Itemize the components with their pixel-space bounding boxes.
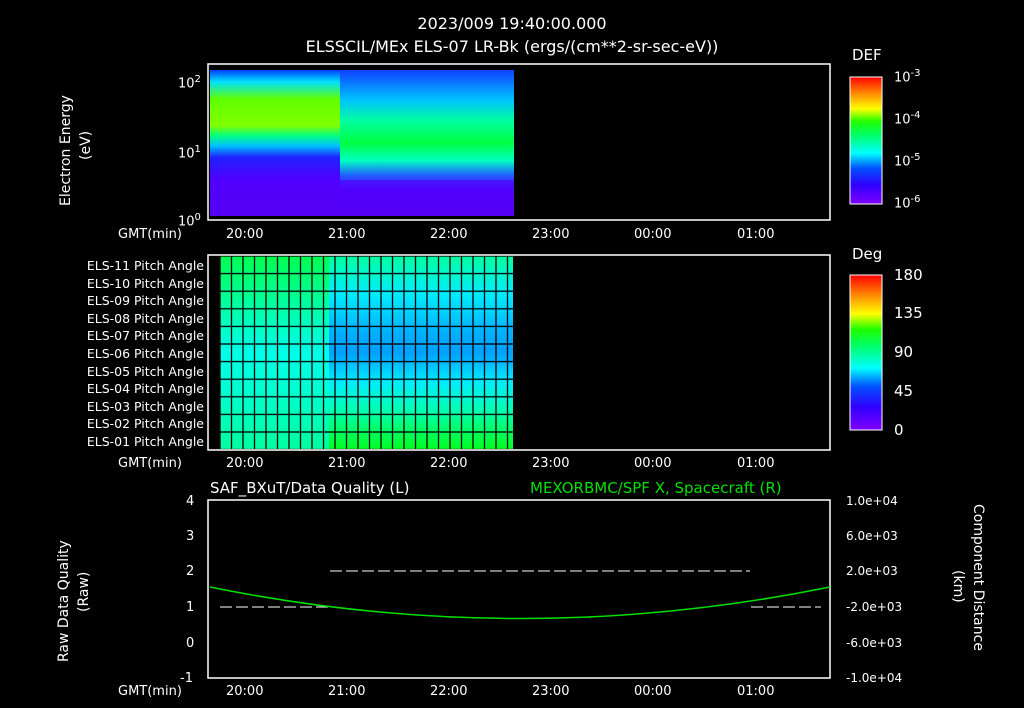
deg-colorbar-title: Deg [852, 245, 883, 263]
time-tick: 00:00 [634, 227, 672, 242]
time-tick: 01:00 [737, 227, 775, 242]
quality-ylabel: Raw Data Quality [56, 540, 72, 662]
row-label: ELS-01 Pitch Angle [86, 433, 204, 449]
pitch-angle-panel [207, 254, 831, 451]
right-ytick: 6.0e+03 [846, 529, 898, 543]
right-ytick: 2.0e+03 [846, 564, 898, 578]
plot-timestamp: 2023/009 19:40:00.000 [417, 14, 607, 33]
row-label: ELS-09 Pitch Angle [86, 293, 204, 309]
time-tick: 23:00 [532, 227, 570, 242]
time-tick: 23:00 [532, 456, 570, 471]
distance-ylabel-unit: (km) [950, 570, 966, 603]
deg-tick: 90 [894, 343, 914, 361]
time-tick: 23:00 [532, 684, 570, 699]
time-tick: 22:00 [430, 684, 468, 699]
right-series-title: MEXORBMC/SPF X, Spacecraft (R) [530, 479, 782, 497]
time-tick: 20:00 [226, 227, 264, 242]
left-ytick: -1 [180, 671, 193, 686]
energy-ylabel-unit: (eV) [78, 130, 94, 160]
row-label: ELS-08 Pitch Angle [86, 310, 204, 326]
time-tick: 20:00 [226, 456, 264, 471]
time-tick: 00:00 [634, 456, 672, 471]
def-tick: 10-5 [894, 152, 921, 170]
time-axis-label: GMT(min) [118, 456, 182, 471]
time-tick: 00:00 [634, 684, 672, 699]
time-tick: 22:00 [430, 456, 468, 471]
time-axis-label: GMT(min) [118, 684, 182, 699]
deg-tick: 135 [894, 304, 923, 322]
ytick-10: 101 [178, 144, 201, 162]
plot-subtitle: ELSSCIL/MEx ELS-07 LR-Bk (ergs/(cm**2-sr… [305, 37, 719, 56]
right-ytick: -2.0e+03 [846, 600, 903, 614]
def-tick: 10-6 [894, 194, 921, 212]
row-label: ELS-10 Pitch Angle [86, 275, 204, 291]
def-tick: 10-4 [894, 110, 921, 128]
row-label: ELS-11 Pitch Angle [86, 258, 204, 273]
right-ytick: -1.0e+04 [846, 671, 903, 685]
distance-ylabel: Component Distance [970, 504, 986, 651]
left-series-title: SAF_BXuT/Data Quality (L) [210, 479, 410, 497]
pitch-angle-row-labels: ELS-11 Pitch Angle ELS-10 Pitch Angle EL… [40, 257, 204, 451]
quality-ylabel-unit: (Raw) [76, 571, 92, 612]
left-ytick: 1 [186, 600, 195, 615]
row-label: ELS-07 Pitch Angle [86, 328, 204, 344]
left-ytick: 2 [186, 564, 195, 579]
energy-ylabel: Electron Energy [58, 95, 74, 206]
time-tick: 21:00 [328, 227, 366, 242]
deg-tick: 45 [894, 382, 914, 400]
row-label: ELS-02 Pitch Angle [86, 416, 204, 432]
row-label: ELS-05 Pitch Angle [86, 363, 204, 379]
deg-tick: 180 [894, 266, 923, 284]
row-label: ELS-04 Pitch Angle [86, 381, 204, 397]
deg-tick: 0 [894, 421, 904, 439]
spectrogram-panel [207, 63, 831, 221]
right-ytick: -6.0e+03 [846, 636, 903, 650]
time-tick: 01:00 [737, 456, 775, 471]
time-tick: 01:00 [737, 684, 775, 699]
left-ytick: 0 [186, 636, 195, 651]
time-tick: 21:00 [328, 684, 366, 699]
right-ytick: 1.0e+04 [846, 494, 898, 508]
time-tick: 21:00 [328, 456, 366, 471]
left-ytick: 4 [186, 494, 195, 509]
def-tick: 10-3 [894, 68, 921, 86]
ytick-100: 102 [178, 74, 201, 92]
def-colorbar-title: DEF [852, 46, 882, 64]
row-label: ELS-03 Pitch Angle [86, 398, 204, 414]
line-panel [207, 499, 831, 679]
ytick-1: 100 [178, 212, 201, 230]
time-axis-label: GMT(min) [118, 227, 182, 242]
left-ytick: 3 [186, 529, 195, 544]
row-label: ELS-06 Pitch Angle [86, 345, 204, 361]
time-tick: 22:00 [430, 227, 468, 242]
time-tick: 20:00 [226, 684, 264, 699]
